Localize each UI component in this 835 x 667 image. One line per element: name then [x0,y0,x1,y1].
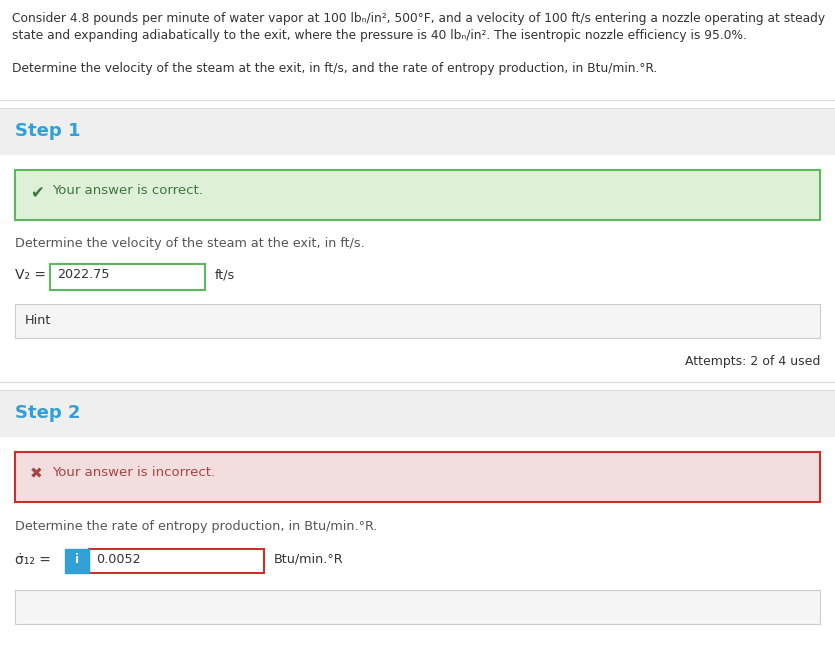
Text: 0.0052: 0.0052 [96,553,140,566]
Bar [0,155,835,405]
Text: Hint: Hint [25,314,52,327]
Bar [0,437,835,667]
Text: Step 2: Step 2 [15,404,80,422]
Bar [0,108,835,155]
Text: Btu/min.°R: Btu/min.°R [274,553,344,566]
Text: Attempts: 2 of 4 used: Attempts: 2 of 4 used [685,355,820,368]
Bar [50,264,205,290]
Text: ✖: ✖ [30,466,43,481]
Text: state and expanding adiabatically to the exit, where the pressure is 40 lbₙ/in².: state and expanding adiabatically to the… [12,29,746,42]
Text: V₂ =: V₂ = [15,268,46,282]
Bar [15,304,820,338]
Text: ft/s: ft/s [215,268,235,281]
Text: i: i [75,553,79,566]
Text: Your answer is correct.: Your answer is correct. [52,184,203,197]
Bar [15,452,820,502]
Bar [65,549,89,573]
Text: σ̇₁₂ =: σ̇₁₂ = [15,553,51,567]
Text: Determine the rate of entropy production, in Btu/min.°R.: Determine the rate of entropy production… [15,520,377,533]
Text: Determine the velocity of the steam at the exit, in ft/s.: Determine the velocity of the steam at t… [15,237,365,250]
Bar [0,0,835,108]
Text: Your answer is incorrect.: Your answer is incorrect. [52,466,215,479]
Bar [15,170,820,220]
Bar [15,590,820,624]
Bar [89,549,264,573]
Text: Step 1: Step 1 [15,122,80,140]
Bar [0,390,835,437]
Text: 2022.75: 2022.75 [57,268,109,281]
Text: ✔: ✔ [30,184,44,202]
Text: Determine the velocity of the steam at the exit, in ft/s, and the rate of entrop: Determine the velocity of the steam at t… [12,62,657,75]
Text: Consider 4.8 pounds per minute of water vapor at 100 lbₙ/in², 500°F, and a veloc: Consider 4.8 pounds per minute of water … [12,12,825,25]
